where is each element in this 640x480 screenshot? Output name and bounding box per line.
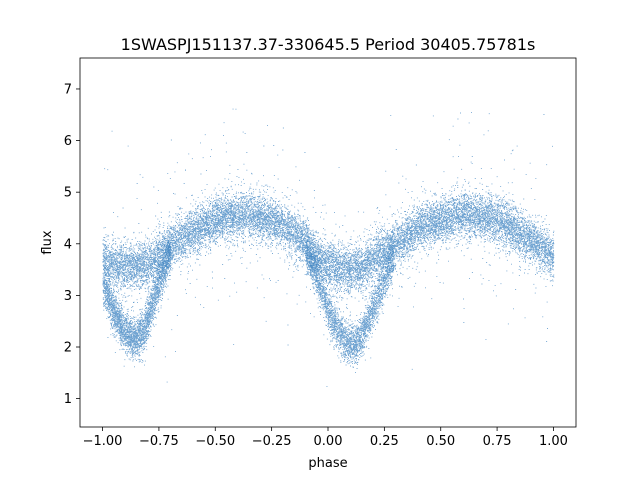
y-tick-label: 6: [64, 134, 72, 149]
y-tick-label: 3: [64, 289, 72, 304]
x-tick-label: 0.00: [314, 434, 343, 449]
eclipse-branch-points: [102, 224, 395, 373]
x-tick-label: −0.50: [195, 434, 235, 449]
data-points: [102, 108, 555, 387]
x-tick-label: −1.00: [83, 434, 123, 449]
y-tick-label: 2: [64, 341, 72, 356]
y-axis-ticks: 1 2 3 4 5 6 7: [64, 82, 80, 407]
x-tick-label: 0.75: [483, 434, 512, 449]
x-tick-label: 0.25: [370, 434, 399, 449]
outlier-points: [104, 108, 553, 387]
upper-branch-points: [102, 175, 555, 313]
x-tick-label: 0.50: [426, 434, 455, 449]
x-axis-ticks: −1.00 −0.75 −0.50 −0.25 0.00 0.25 0.50 0.75 1.00: [83, 427, 568, 449]
y-tick-label: 5: [64, 186, 72, 201]
y-tick-label: 4: [64, 237, 72, 252]
y-axis-label: flux: [40, 230, 55, 254]
x-tick-label: −0.75: [139, 434, 179, 449]
x-tick-label: −0.25: [252, 434, 292, 449]
y-tick-label: 1: [64, 392, 72, 407]
chart-title: 1SWASPJ151137.37-330645.5 Period 30405.7…: [121, 35, 536, 54]
y-tick-label: 7: [64, 82, 72, 97]
x-tick-label: 1.00: [539, 434, 568, 449]
x-axis-label: phase: [308, 456, 347, 471]
